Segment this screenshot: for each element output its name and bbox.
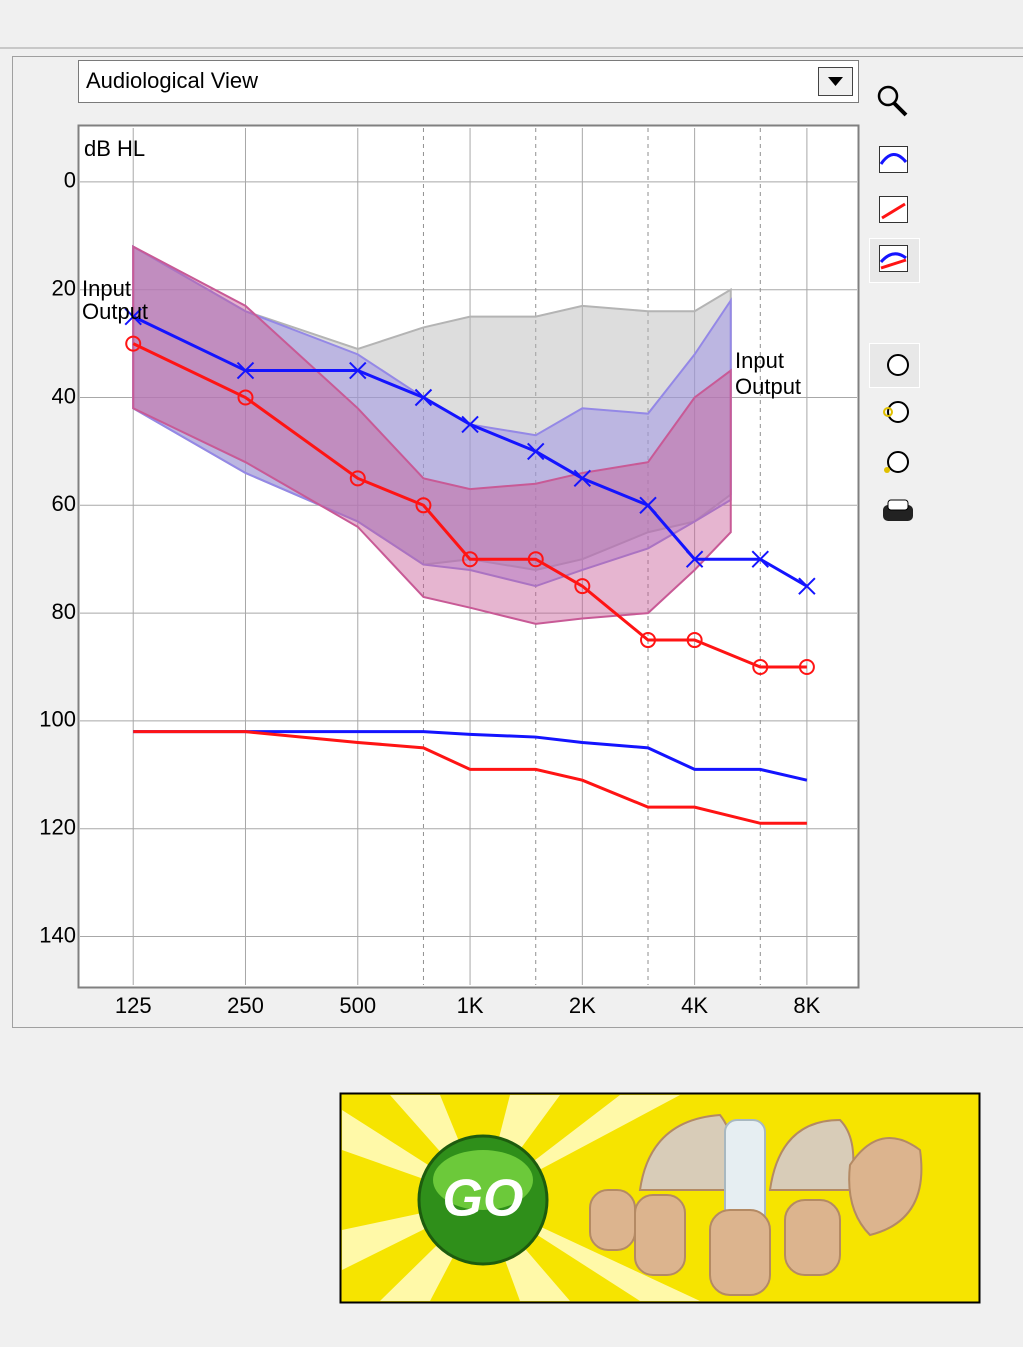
- y-tick-label: 0: [64, 168, 76, 193]
- head-icon[interactable]: [888, 452, 908, 472]
- annotation: Input: [82, 276, 131, 301]
- view-icons[interactable]: [870, 147, 920, 283]
- y-tick-label: 100: [39, 707, 76, 732]
- zoom-icon[interactable]: [879, 87, 906, 115]
- car-window: [888, 500, 908, 510]
- y-tick-label: 80: [52, 599, 76, 624]
- annotation: Output: [735, 374, 801, 399]
- x-tick-label: 250: [227, 993, 264, 1018]
- x-tick-label: 500: [339, 993, 376, 1018]
- annotation: Input: [735, 348, 784, 373]
- x-tick-label: 1K: [457, 993, 484, 1018]
- y-tick-label: 40: [52, 383, 76, 408]
- head-icon-sound: [884, 467, 890, 473]
- x-tick-label: 8K: [793, 993, 820, 1018]
- y-tick-label: 140: [39, 922, 76, 947]
- x-tick-label: 2K: [569, 993, 596, 1018]
- y-axis-label: dB HL: [84, 136, 145, 161]
- y-tick-label: 60: [52, 491, 76, 516]
- annotation: Output: [82, 299, 148, 324]
- dropdown-text[interactable]: Audiological View: [86, 68, 258, 93]
- zoom-handle: [894, 103, 906, 115]
- y-tick-label: 20: [52, 276, 76, 301]
- zoom-lens: [879, 87, 897, 105]
- dropdown[interactable]: Audiological View: [79, 61, 859, 103]
- banner[interactable]: GO: [341, 1094, 980, 1303]
- go-text[interactable]: GO: [443, 1170, 524, 1228]
- listener-icons[interactable]: [870, 344, 920, 522]
- x-tick-label: 4K: [681, 993, 708, 1018]
- x-tick-label: 125: [115, 993, 152, 1018]
- y-tick-label: 120: [39, 815, 76, 840]
- head-icon[interactable]: [888, 355, 908, 375]
